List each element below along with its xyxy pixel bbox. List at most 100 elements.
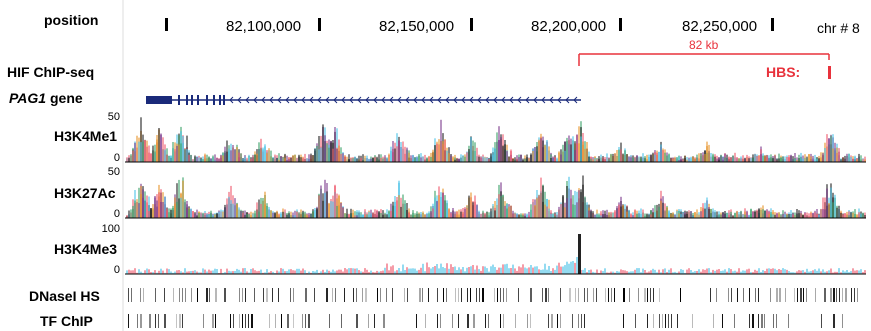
- h3k4me3-bar: [384, 267, 386, 274]
- h3k4me3-bar: [400, 271, 402, 274]
- h3k27ac-bar: [756, 209, 758, 218]
- h3k4me3-bar: [456, 270, 458, 274]
- h3k27ac-bar: [236, 204, 238, 218]
- h3k4me3-bar: [334, 271, 336, 274]
- h3k27ac-bar: [808, 215, 810, 218]
- h3k27ac-bar: [800, 210, 802, 218]
- h3k27ac-bar: [826, 188, 828, 218]
- dnase-mark: [623, 288, 625, 302]
- h3k4me1-bar: [634, 156, 636, 162]
- h3k4me1-bar: [780, 157, 782, 162]
- tfchip-mark: [164, 314, 166, 328]
- tfchip-mark: [287, 314, 289, 328]
- h3k4me1-bar: [584, 148, 586, 162]
- h3k4me3-bar: [652, 268, 654, 274]
- h3k4me1-bar: [556, 158, 558, 162]
- h3k27ac-bar: [662, 202, 664, 218]
- exon-3: [197, 95, 199, 105]
- h3k4me1-bar: [142, 141, 144, 162]
- tfchip-mark: [374, 314, 375, 328]
- h3k4me3-bar: [494, 267, 496, 274]
- h3k27ac-bar: [836, 207, 838, 218]
- h3k27ac-bar: [854, 209, 856, 218]
- h3k27ac-bar: [316, 209, 318, 218]
- h3k27ac-bar: [212, 214, 214, 218]
- h3k4me1-bar: [702, 152, 704, 162]
- h3k4me1-bar: [242, 158, 244, 162]
- tfchip-mark: [128, 314, 129, 328]
- h3k27ac-bar: [272, 212, 274, 218]
- dnase-mark: [575, 288, 576, 302]
- h3k27ac-bar: [810, 212, 812, 218]
- h3k4me1-bar: [526, 154, 528, 162]
- h3k4me1-bar: [676, 157, 678, 162]
- h3k4me3-bar: [622, 270, 624, 274]
- h3k27ac-bar: [490, 208, 492, 218]
- tfchip-mark: [212, 314, 214, 328]
- tfchip-mark: [176, 314, 177, 328]
- h3k4me1-bar: [798, 154, 800, 162]
- h3k4me1-bar: [690, 156, 692, 162]
- h3k4me3-bar: [416, 270, 418, 274]
- h3k4me3-bar: [388, 270, 390, 274]
- tfchip-mark: [140, 314, 142, 328]
- h3k27ac-bar: [280, 212, 282, 218]
- h3k27ac-bar: [392, 201, 394, 218]
- h3k4me1-bar: [198, 157, 200, 162]
- h3k4me3-bar: [354, 268, 356, 274]
- h3k4me3-bar: [830, 268, 832, 274]
- h3k4me3-bar: [804, 271, 806, 274]
- coord-tick-0: [165, 18, 168, 31]
- h3k4me3-bar: [786, 269, 788, 274]
- h3k27ac-bar: [270, 210, 272, 218]
- h3k27ac-bar: [852, 212, 854, 218]
- h3k4me3-bar: [574, 262, 576, 274]
- h3k27ac-bar: [222, 211, 224, 218]
- h3k27ac-bar: [326, 191, 328, 218]
- h3k4me3-bar: [332, 269, 334, 274]
- h3k27ac-bar: [496, 198, 498, 218]
- h3k4me1-bar: [434, 145, 436, 162]
- h3k4me3-bar: [206, 271, 208, 274]
- dnase-mark: [197, 288, 198, 302]
- dnase-mark: [659, 288, 660, 302]
- dnase-mark: [224, 288, 226, 302]
- h3k4me1-bar: [854, 156, 856, 162]
- tfchip-mark: [383, 314, 385, 328]
- h3k27ac-bar: [176, 183, 178, 218]
- h3k27ac-bar: [226, 198, 228, 218]
- h3k4me1-bar: [722, 157, 724, 162]
- h3k4me3-bar: [568, 263, 570, 274]
- dnase-mark: [215, 288, 217, 302]
- h3k27ac-bar: [698, 214, 700, 218]
- h3k4me1-bar: [832, 134, 834, 162]
- dnase-mark: [587, 288, 588, 302]
- dnase-mark: [839, 288, 840, 302]
- strand-arrow: [229, 96, 234, 104]
- h3k4me1-bar: [564, 150, 566, 162]
- dnase-mark: [710, 288, 711, 302]
- h3k4me1-bar: [848, 153, 850, 162]
- h3k4me3-bar: [160, 268, 162, 274]
- h3k27ac-bar: [562, 195, 564, 218]
- dnase-mark: [758, 288, 759, 302]
- h3k4me1-bar: [138, 141, 140, 162]
- h3k27ac-bar: [766, 210, 768, 218]
- dnase-mark: [743, 288, 744, 302]
- h3k4me1-bar: [682, 159, 684, 162]
- h3k27ac-bar: [530, 204, 532, 218]
- h3k4me3-bar: [732, 271, 734, 274]
- h3k27ac-bar: [492, 204, 494, 218]
- strand-arrow: [501, 96, 506, 104]
- h3k27ac-bar: [502, 195, 504, 218]
- tfchip-mark: [158, 314, 159, 328]
- h3k4me1-bar: [296, 157, 298, 162]
- h3k4me1-bar: [324, 135, 326, 162]
- h3k4me3-bar: [728, 268, 730, 274]
- h3k4me1-bar: [846, 153, 848, 162]
- h3k27ac-bar: [304, 211, 306, 218]
- h3k27ac-bar: [264, 204, 266, 218]
- h3k27ac-bar: [168, 212, 170, 218]
- h3k27ac-bar: [816, 214, 818, 218]
- h3k4me3-bar: [606, 272, 608, 274]
